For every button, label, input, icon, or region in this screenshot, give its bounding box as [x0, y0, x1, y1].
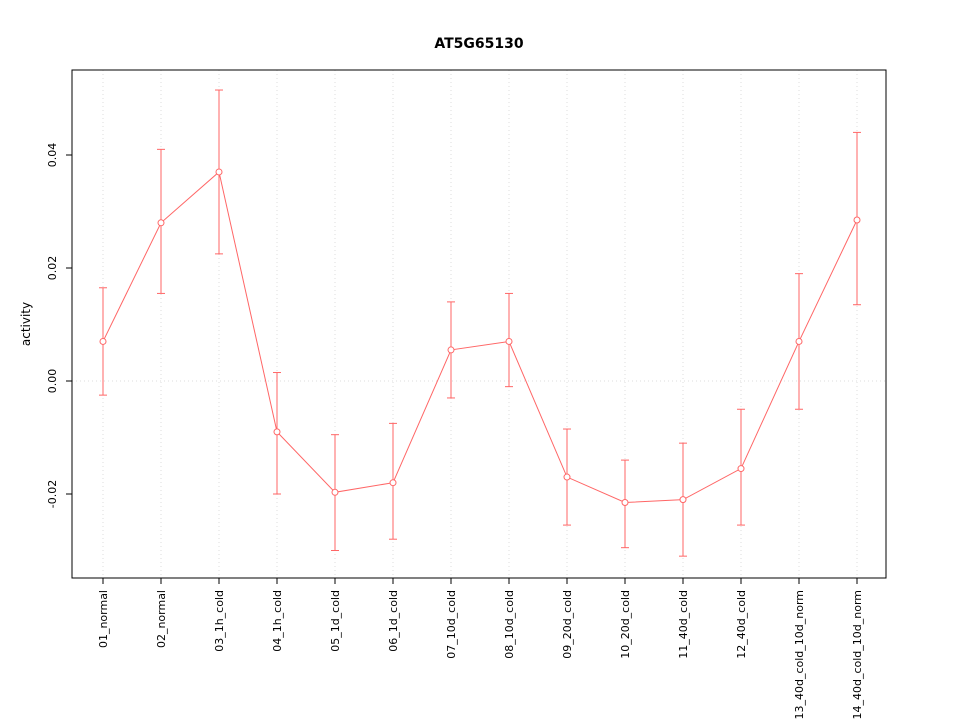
data-point: [505, 337, 513, 345]
x-tick-label: 02_normal: [155, 590, 168, 648]
data-point: [99, 337, 107, 345]
x-tick-label: 07_10d_cold: [445, 590, 458, 659]
x-tick-label: 04_1h_cold: [271, 590, 284, 652]
data-point: [679, 496, 687, 504]
y-tick-label: 0.04: [46, 143, 59, 168]
chart-title: AT5G65130: [434, 36, 523, 52]
y-tick-label: -0.02: [46, 480, 59, 508]
x-tick-label: 06_1d_cold: [387, 590, 400, 652]
data-point: [389, 479, 397, 487]
x-tick-label: 08_10d_cold: [503, 590, 516, 659]
data-point: [273, 428, 281, 436]
data-point: [215, 168, 223, 176]
x-tick-label: 01_normal: [97, 590, 110, 648]
data-line: [102, 171, 858, 503]
data-point: [853, 216, 861, 224]
data-point: [447, 346, 455, 354]
y-tick-label: 0.00: [46, 369, 59, 394]
data-point: [563, 473, 571, 481]
x-tick-label: 12_40d_cold: [735, 590, 748, 659]
data-point: [737, 465, 745, 473]
data-point: [157, 219, 165, 227]
y-tick-label: 0.02: [46, 256, 59, 281]
x-tick-label: 11_40d_cold: [677, 590, 690, 659]
x-tick-label: 05_1d_cold: [329, 590, 342, 652]
x-tick-label: 14_40d_cold_10d_norm: [851, 590, 864, 720]
x-tick-label: 10_20d_cold: [619, 590, 632, 659]
data-point: [331, 488, 339, 496]
plot-border: [71, 69, 887, 579]
data-point: [621, 498, 629, 506]
x-tick-label: 13_40d_cold_10d_norm: [793, 590, 806, 720]
x-tick-label: 03_1h_cold: [213, 590, 226, 652]
y-axis-label: activity: [19, 302, 33, 346]
x-tick-label: 09_20d_cold: [561, 590, 574, 659]
data-point: [795, 337, 803, 345]
